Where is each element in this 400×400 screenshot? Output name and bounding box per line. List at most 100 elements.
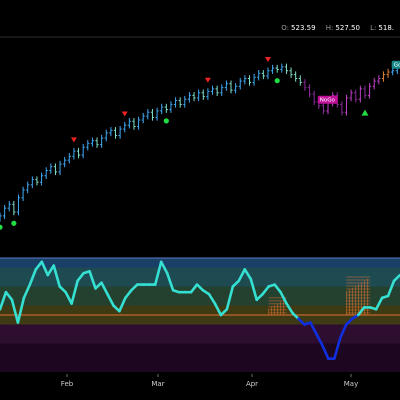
price-bar — [39, 172, 44, 186]
price-bar — [201, 89, 205, 100]
price-bar — [266, 67, 270, 80]
price-bar — [58, 160, 62, 176]
oscillator-band — [0, 286, 400, 306]
price-bar — [118, 125, 122, 139]
price-bar — [12, 201, 16, 216]
price-bar — [141, 112, 145, 124]
oscillator-segment — [106, 292, 115, 307]
oscillator-band — [0, 343, 400, 372]
price-bar — [381, 71, 386, 82]
oscillator-segment — [34, 260, 44, 271]
down-signal-marker — [264, 57, 271, 62]
price-bar — [127, 118, 131, 129]
oscillator-segment — [321, 344, 330, 361]
oscillator-band — [0, 258, 400, 268]
signal-tag-text: Go — [394, 63, 400, 69]
oscillator-segment — [165, 271, 175, 292]
oscillator-segment — [333, 336, 342, 361]
price-bar — [294, 71, 298, 82]
oscillator-segment — [249, 277, 259, 302]
price-bar — [234, 83, 238, 94]
price-bar — [275, 64, 279, 73]
price-bar — [192, 92, 196, 102]
oscillator-segment — [237, 268, 247, 283]
x-tick-label: Feb — [61, 380, 74, 388]
price-bar — [354, 89, 358, 103]
price-bar — [377, 75, 381, 85]
price-bar — [247, 75, 252, 86]
price-bar — [113, 127, 118, 139]
oscillator-segment — [279, 290, 288, 305]
price-bar — [368, 83, 372, 99]
price-bar — [206, 88, 210, 100]
price-bar — [7, 201, 11, 212]
high-value: 527.50 — [335, 24, 360, 32]
price-bar — [243, 75, 247, 85]
oscillator-segment — [273, 283, 282, 294]
oscillator-segment — [100, 281, 109, 296]
price-bar — [53, 163, 58, 176]
price-bar — [72, 147, 76, 160]
oscillator-segment — [28, 268, 38, 286]
up-signal-dot — [274, 78, 280, 84]
price-bar — [312, 90, 316, 106]
price-bar — [178, 97, 182, 108]
up-signal-dot — [163, 118, 169, 124]
signal-tag: NoGo — [317, 95, 338, 104]
oscillator-segment — [219, 307, 229, 317]
oscillator-segment — [374, 296, 384, 311]
price-bar — [44, 167, 48, 179]
low-label: L: — [370, 24, 377, 32]
price-bar — [183, 96, 187, 108]
oscillator-segment — [285, 302, 294, 315]
oscillator-segment — [16, 296, 26, 324]
price-bar — [90, 137, 94, 147]
oscillator-lines — [0, 260, 400, 361]
price-bar — [169, 101, 173, 113]
up-signal-dot — [0, 224, 3, 230]
price-bar — [132, 118, 136, 130]
price-bar — [35, 176, 39, 186]
price-bar — [16, 194, 21, 216]
price-bar — [187, 92, 192, 103]
oscillator-segment — [70, 279, 79, 305]
signal-tag: Go — [391, 60, 400, 69]
oscillator-segment — [64, 290, 73, 305]
price-bar — [307, 84, 312, 98]
price-bar — [257, 70, 261, 81]
price-bar — [197, 89, 201, 102]
x-tick-label: Apr — [246, 380, 258, 388]
oscillator-segment — [58, 285, 67, 294]
price-bar — [321, 102, 325, 115]
price-bar — [26, 181, 30, 194]
price-bar — [109, 127, 113, 137]
oscillator-segment — [255, 292, 264, 302]
price-bar — [298, 75, 302, 86]
oscillator-segment — [225, 285, 235, 311]
price-bar — [137, 116, 141, 130]
down-signal-marker — [204, 77, 211, 83]
price-bar — [386, 68, 390, 78]
price-bar — [340, 101, 344, 116]
price-bar — [391, 67, 395, 76]
oscillator-segment — [130, 283, 139, 292]
oscillator-segment — [231, 279, 241, 288]
down-signal-marker — [70, 137, 77, 143]
oscillator-band — [0, 267, 400, 287]
price-tags: NoGo Go — [317, 60, 400, 104]
price-bar — [146, 108, 150, 120]
oscillator-segment — [207, 292, 217, 305]
price-bar — [261, 70, 265, 80]
signal-tag-text: NoGo — [320, 98, 336, 104]
price-bar — [150, 108, 155, 121]
price-bar — [372, 77, 376, 90]
x-axis: Feb Mar Apr May — [61, 374, 358, 388]
x-tick-label: May — [344, 380, 358, 388]
high-label: H: — [325, 24, 334, 32]
oscillator-segment — [124, 288, 133, 300]
open-label: O: — [281, 24, 290, 32]
price-bar — [358, 85, 362, 103]
oscillator-segment — [195, 283, 205, 292]
oscillator-segment — [291, 311, 300, 321]
